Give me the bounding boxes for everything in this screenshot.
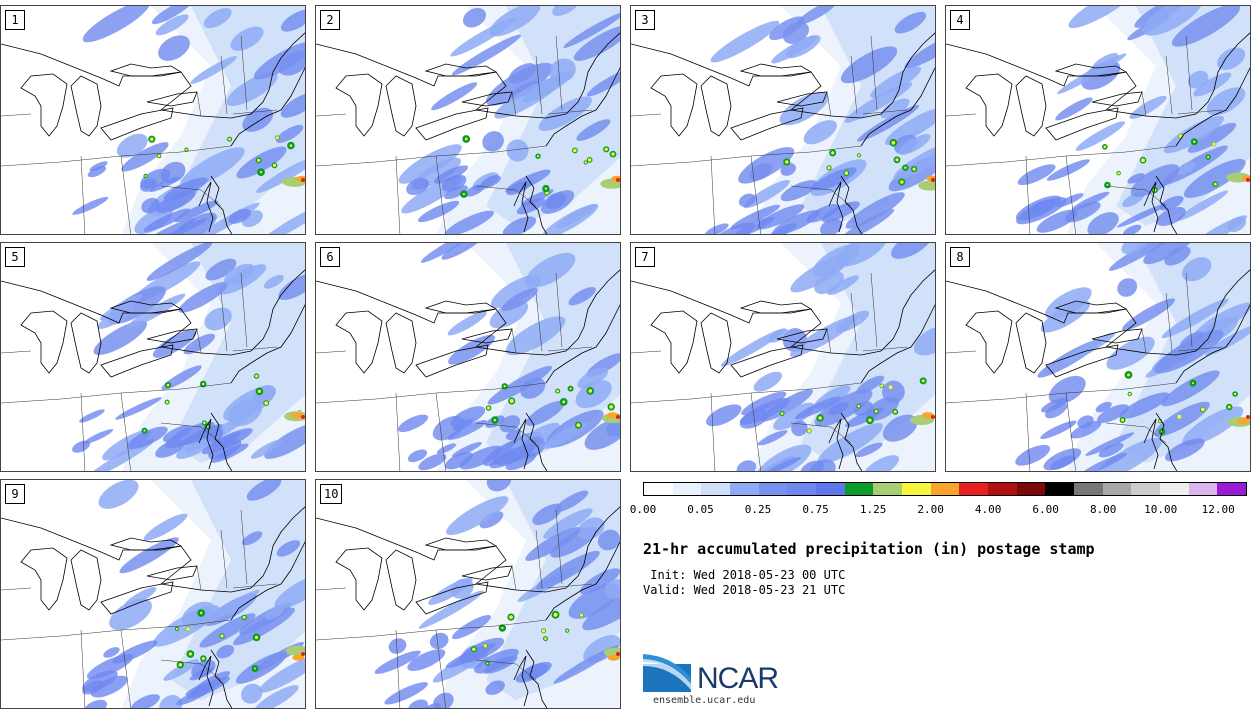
- precipitation-map: [316, 243, 620, 471]
- colorbar-swatch: [902, 483, 931, 495]
- colorbar-swatch: [787, 483, 817, 495]
- map-panel: 10: [315, 479, 621, 709]
- map-panel: 8: [945, 242, 1251, 472]
- colorbar-swatch: [1188, 483, 1218, 495]
- colorbar-tick-label: 10.00: [1144, 503, 1178, 516]
- colorbar-swatch: [644, 483, 673, 495]
- logo-url: ensemble.ucar.edu: [653, 695, 756, 706]
- map-panel: 3: [630, 5, 936, 235]
- member-number-label: 4: [950, 10, 970, 30]
- member-number-label: 10: [320, 484, 343, 504]
- colorbar-swatch: [1016, 483, 1046, 495]
- colorbar-swatch: [1045, 483, 1075, 495]
- map-panel: 2: [315, 5, 621, 235]
- precipitation-map: [946, 6, 1250, 234]
- precipitation-colorbar: [643, 482, 1247, 496]
- member-number-label: 8: [950, 247, 970, 267]
- colorbar-tick-label: 1.25: [859, 503, 887, 516]
- colorbar-tick-label: 6.00: [1032, 503, 1059, 516]
- precipitation-map: [946, 243, 1250, 471]
- precipitation-map: [631, 243, 935, 471]
- ncar-logo-icon: [643, 654, 691, 692]
- member-number-label: 9: [5, 484, 25, 504]
- member-number-label: 1: [5, 10, 25, 30]
- precipitation-map: [316, 480, 620, 708]
- init-time: Init: Wed 2018-05-23 00 UTC: [643, 568, 846, 582]
- colorbar-swatch: [1217, 483, 1247, 495]
- colorbar-tick-label: 0.00: [629, 503, 657, 516]
- precipitation-map: [1, 480, 305, 708]
- colorbar-swatch: [1102, 483, 1132, 495]
- colorbar-swatch: [930, 483, 960, 495]
- colorbar-swatch: [816, 483, 845, 495]
- precipitation-map: [631, 6, 935, 234]
- figure-title: 21-hr accumulated precipitation (in) pos…: [643, 540, 1095, 558]
- map-panel: 6: [315, 242, 621, 472]
- colorbar-swatch: [1160, 483, 1189, 495]
- colorbar-swatch: [844, 483, 874, 495]
- colorbar-tick-label: 0.05: [687, 503, 714, 516]
- member-number-label: 6: [320, 247, 340, 267]
- map-panel: 7: [630, 242, 936, 472]
- member-number-label: 7: [635, 247, 655, 267]
- valid-time: Valid: Wed 2018-05-23 21 UTC: [643, 583, 846, 597]
- map-panel: 5: [0, 242, 306, 472]
- colorbar-swatch: [873, 483, 903, 495]
- colorbar-swatch: [959, 483, 989, 495]
- colorbar-swatch: [1074, 483, 1103, 495]
- colorbar-tick-label: 0.75: [802, 503, 829, 516]
- map-panel: 9: [0, 479, 306, 709]
- map-panel: 4: [945, 5, 1251, 235]
- member-number-label: 3: [635, 10, 655, 30]
- colorbar-swatch: [1131, 483, 1161, 495]
- colorbar-tick-label: 12.00: [1201, 503, 1235, 516]
- logo-wordmark: NCAR: [697, 662, 779, 695]
- precipitation-map: [1, 243, 305, 471]
- colorbar-swatch: [672, 483, 702, 495]
- colorbar-tick-label: 0.25: [744, 503, 772, 516]
- precipitation-map: [316, 6, 620, 234]
- map-panel: 1: [0, 5, 306, 235]
- colorbar-swatch: [988, 483, 1017, 495]
- colorbar-swatch: [758, 483, 788, 495]
- colorbar-tick-label: 4.00: [974, 503, 1002, 516]
- precipitation-map: [1, 6, 305, 234]
- colorbar-tick-label: 8.00: [1089, 503, 1117, 516]
- colorbar-swatch: [701, 483, 731, 495]
- colorbar-tick-label: 2.00: [917, 503, 944, 516]
- colorbar-swatch: [730, 483, 759, 495]
- member-number-label: 2: [320, 10, 340, 30]
- member-number-label: 5: [5, 247, 25, 267]
